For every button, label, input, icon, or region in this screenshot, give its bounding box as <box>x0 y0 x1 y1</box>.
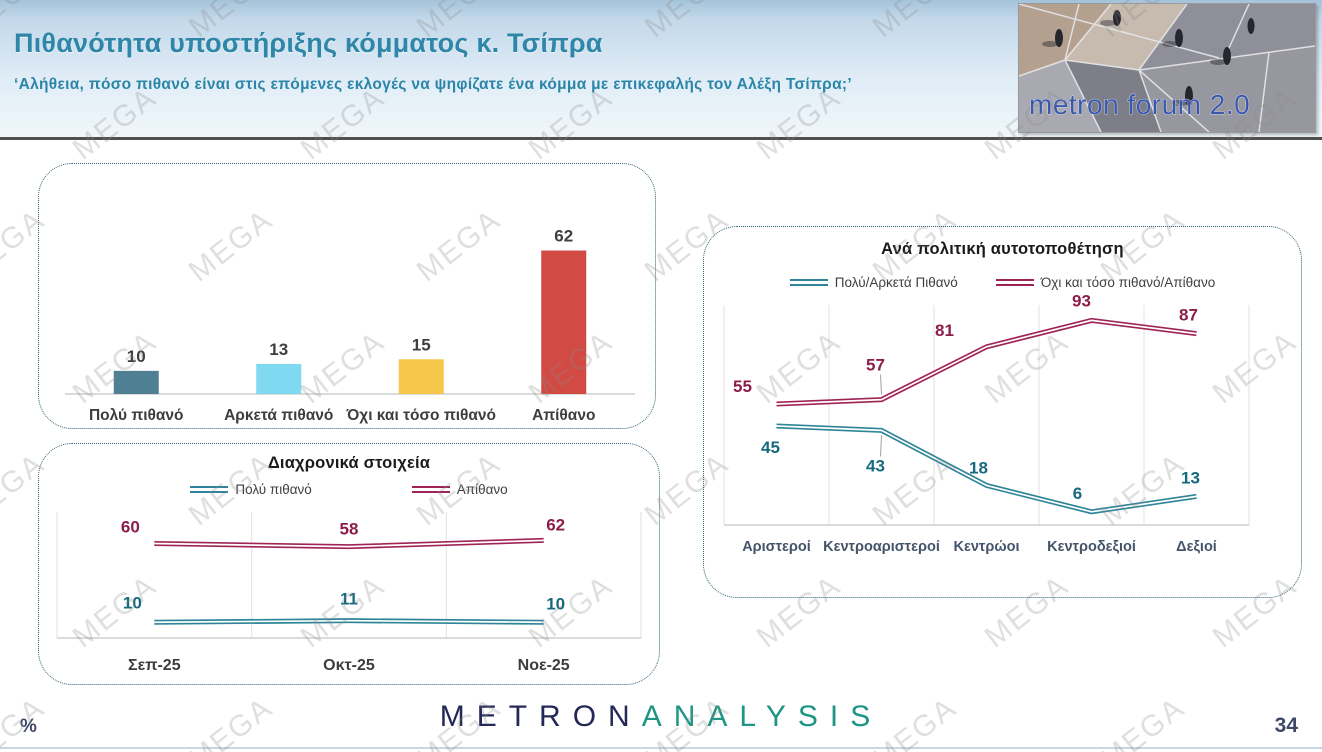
trend-chart-title: Διαχρονικά στοιχεία <box>267 454 431 472</box>
metron-forum-logo: metron forum 2.0 <box>1018 3 1316 133</box>
legend-swatch-teal <box>789 279 828 286</box>
percent-note: % <box>20 716 37 737</box>
svg-text:Νοε-25: Νοε-25 <box>518 657 570 674</box>
svg-text:62: 62 <box>554 227 573 246</box>
svg-text:Αρκετά πιθανό: Αρκετά πιθανό <box>224 407 333 424</box>
brand-analysis: ANALYSIS <box>641 700 883 733</box>
legend-label: Πολύ πιθανό <box>235 482 312 497</box>
svg-text:10: 10 <box>123 593 142 612</box>
svg-text:18: 18 <box>969 458 988 477</box>
svg-text:87: 87 <box>1179 306 1198 325</box>
political-chart-title: Ανά πολιτική αυτοτοποθέτηση <box>881 240 1124 258</box>
people-silhouettes <box>1055 10 1255 106</box>
page-subtitle: ‘Αλήθεια, πόσο πιθανό είναι στις επόμενε… <box>14 76 852 93</box>
svg-text:Κεντροδεξιοί: Κεντροδεξιοί <box>1047 539 1136 555</box>
legend-label: Όχι και τόσο πιθανό/Απίθανο <box>1040 275 1216 290</box>
svg-text:45: 45 <box>761 438 780 457</box>
svg-text:13: 13 <box>1181 468 1200 487</box>
legend-swatch-pink <box>411 486 450 493</box>
svg-text:57: 57 <box>866 356 885 375</box>
svg-text:58: 58 <box>340 520 359 539</box>
legend-label: Απίθανο <box>456 482 508 497</box>
svg-text:62: 62 <box>546 515 565 534</box>
svg-text:55: 55 <box>733 377 752 396</box>
trend-chart-legend: Πολύ πιθανό Απίθανο <box>39 482 659 497</box>
svg-text:10: 10 <box>127 347 146 366</box>
svg-text:Όχι και τόσο πιθανό: Όχι και τόσο πιθανό <box>345 407 496 424</box>
metron-forum-logo-image: metron forum 2.0 <box>1019 4 1315 132</box>
logo-text: metron forum 2.0 <box>1029 89 1250 120</box>
legend-swatch-pink <box>995 279 1034 286</box>
trend-chart-panel: Διαχρονικά στοιχεία Πολύ πιθανό Απίθανο … <box>38 443 660 685</box>
svg-text:Πολύ πιθανό: Πολύ πιθανό <box>89 407 184 424</box>
svg-text:Κεντροαριστεροί: Κεντροαριστεροί <box>823 539 940 555</box>
svg-text:81: 81 <box>935 321 954 340</box>
svg-text:Αριστεροί: Αριστεροί <box>742 539 811 555</box>
svg-text:15: 15 <box>412 335 431 354</box>
legend-item: Πολύ/Αρκετά Πιθανό <box>789 275 958 290</box>
legend-item: Πολύ πιθανό <box>190 482 312 497</box>
svg-text:11: 11 <box>340 590 358 609</box>
trend-line-chart: Σεπ-25 Οκτ-25 Νοε-25 10 11 10 60 58 62 <box>56 512 642 674</box>
legend-swatch-teal <box>190 486 229 493</box>
bottom-divider <box>0 747 1322 749</box>
svg-text:Δεξιοί: Δεξιοί <box>1176 539 1217 555</box>
svg-text:10: 10 <box>546 594 565 613</box>
svg-text:Σεπ-25: Σεπ-25 <box>128 657 181 674</box>
svg-text:93: 93 <box>1072 291 1091 310</box>
svg-text:Κεντρώοι: Κεντρώοι <box>954 539 1020 555</box>
header: Πιθανότητα υποστήριξης κόμματος κ. Τσίπρ… <box>0 0 1322 140</box>
page-number: 34 <box>1274 714 1298 737</box>
brand-metron: METRON <box>439 700 642 733</box>
svg-text:6: 6 <box>1073 484 1082 503</box>
legend-item: Όχι και τόσο πιθανό/Απίθανο <box>995 275 1216 290</box>
metron-analysis-logo: METRONANALYSIS <box>0 700 1322 734</box>
political-chart-legend: Πολύ/Αρκετά Πιθανό Όχι και τόσο πιθανό/Α… <box>704 275 1301 290</box>
legend-label: Πολύ/Αρκετά Πιθανό <box>834 275 958 290</box>
political-chart-panel: Ανά πολιτική αυτοτοποθέτηση Πολύ/Αρκετά … <box>703 226 1302 598</box>
svg-text:Οκτ-25: Οκτ-25 <box>323 657 375 674</box>
political-line-chart: Αριστεροί Κεντροαριστεροί Κεντρώοι Κεντροδε… <box>723 291 1250 555</box>
likelihood-bar-chart: 10 Πολύ πιθανό 13 Αρκετά πιθανό 15 Όχι και τό… <box>65 227 635 424</box>
svg-text:13: 13 <box>269 340 288 359</box>
legend-item: Απίθανο <box>411 482 508 497</box>
svg-text:Απίθανο: Απίθανο <box>532 407 595 424</box>
bar-chart-panel: 10 Πολύ πιθανό 13 Αρκετά πιθανό 15 Όχι και τό… <box>38 163 656 429</box>
svg-text:43: 43 <box>866 456 885 475</box>
svg-text:60: 60 <box>121 518 140 537</box>
page-title: Πιθανότητα υποστήριξης κόμματος κ. Τσίπρ… <box>14 28 603 58</box>
